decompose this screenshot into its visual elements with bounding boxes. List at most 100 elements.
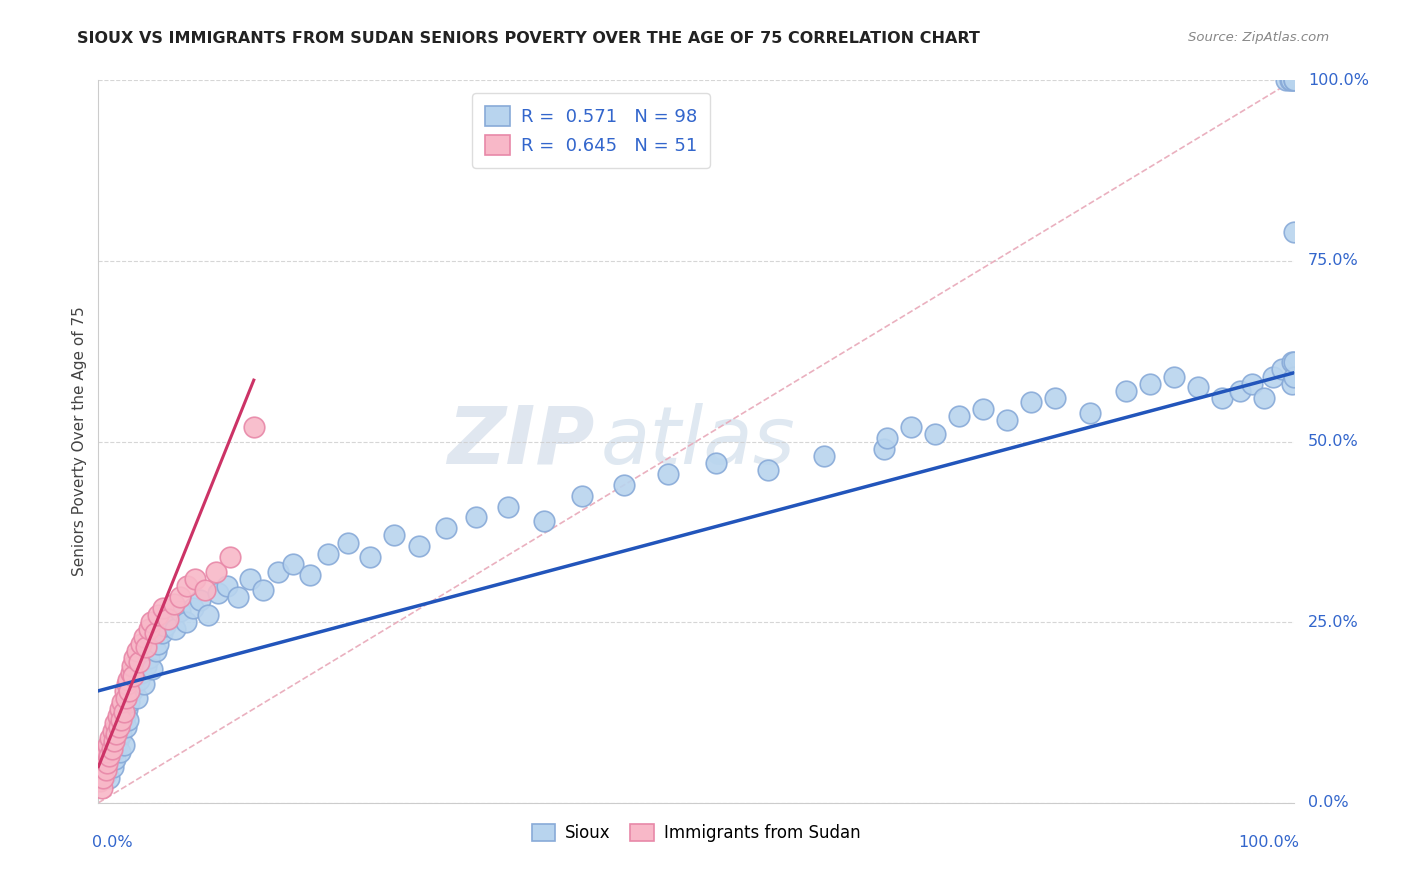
Point — [124, 651, 146, 665]
Point — [101, 723, 124, 738]
Point — [107, 734, 129, 748]
Point — [93, 752, 115, 766]
Point — [145, 644, 167, 658]
Point — [533, 514, 555, 528]
Point — [118, 695, 141, 709]
Point — [132, 630, 155, 644]
Point — [91, 781, 114, 796]
Point — [114, 683, 136, 698]
Point — [219, 550, 242, 565]
Point — [252, 582, 274, 597]
Point — [103, 734, 125, 748]
Text: 100.0%: 100.0% — [1308, 73, 1369, 87]
Point — [181, 600, 204, 615]
Point — [98, 748, 121, 763]
Point — [239, 572, 262, 586]
Point — [90, 760, 112, 774]
Text: SIOUX VS IMMIGRANTS FROM SUDAN SENIORS POVERTY OVER THE AGE OF 75 CORRELATION CH: SIOUX VS IMMIGRANTS FROM SUDAN SENIORS P… — [77, 31, 980, 46]
Point — [156, 611, 179, 625]
Point — [121, 658, 143, 673]
Point — [1043, 391, 1066, 405]
Point — [141, 662, 163, 676]
Point — [163, 623, 186, 637]
Point — [226, 590, 249, 604]
Point — [1187, 380, 1209, 394]
Point — [465, 510, 488, 524]
Point — [197, 607, 219, 622]
Point — [131, 637, 153, 651]
Point — [117, 713, 139, 727]
Point — [1278, 73, 1301, 87]
Point — [243, 420, 266, 434]
Point — [105, 741, 128, 756]
Point — [204, 565, 226, 579]
Point — [408, 539, 430, 553]
Point — [1275, 73, 1298, 87]
Point — [382, 528, 405, 542]
Point — [148, 637, 170, 651]
Point — [1281, 355, 1303, 369]
Text: atlas: atlas — [600, 402, 796, 481]
Point — [117, 673, 139, 687]
Point — [114, 709, 136, 723]
Legend: Sioux, Immigrants from Sudan: Sioux, Immigrants from Sudan — [524, 817, 868, 848]
Text: 0.0%: 0.0% — [93, 835, 134, 850]
Point — [571, 489, 593, 503]
Point — [94, 764, 117, 778]
Point — [159, 611, 181, 625]
Point — [132, 676, 155, 690]
Point — [143, 626, 166, 640]
Point — [115, 676, 138, 690]
Point — [1115, 384, 1137, 398]
Text: 100.0%: 100.0% — [1239, 835, 1299, 850]
Point — [111, 695, 134, 709]
Point — [93, 752, 115, 766]
Point — [90, 767, 112, 781]
Point — [267, 565, 290, 579]
Point — [1282, 355, 1305, 369]
Point — [97, 738, 120, 752]
Point — [756, 463, 779, 477]
Point — [108, 702, 131, 716]
Point — [876, 431, 898, 445]
Point — [91, 771, 114, 785]
Point — [138, 623, 160, 637]
Text: 50.0%: 50.0% — [1308, 434, 1358, 449]
Point — [128, 655, 150, 669]
Point — [174, 615, 197, 630]
Point — [1229, 384, 1251, 398]
Point — [100, 741, 122, 756]
Point — [101, 760, 124, 774]
Point — [872, 442, 894, 456]
Point — [91, 771, 114, 785]
Point — [124, 680, 146, 694]
Point — [498, 500, 520, 514]
Point — [118, 683, 141, 698]
Point — [1282, 73, 1305, 87]
Point — [96, 756, 118, 770]
Point — [298, 568, 321, 582]
Point — [131, 665, 153, 680]
Point — [125, 644, 148, 658]
Point — [94, 767, 117, 781]
Point — [163, 597, 186, 611]
Point — [283, 558, 305, 572]
Point — [96, 745, 118, 759]
Point — [139, 615, 162, 630]
Point — [110, 713, 132, 727]
Point — [115, 702, 138, 716]
Point — [948, 409, 970, 424]
Point — [135, 658, 157, 673]
Point — [89, 774, 111, 789]
Point — [110, 727, 132, 741]
Point — [121, 683, 143, 698]
Point — [148, 607, 170, 622]
Point — [135, 640, 157, 655]
Point — [1019, 394, 1042, 409]
Point — [924, 427, 946, 442]
Point — [657, 467, 679, 481]
Point — [972, 402, 994, 417]
Point — [337, 535, 360, 549]
Point — [207, 586, 229, 600]
Point — [152, 600, 174, 615]
